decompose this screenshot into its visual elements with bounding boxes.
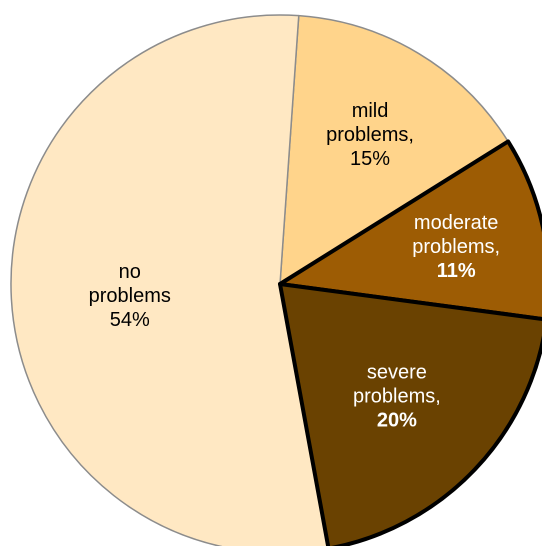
pie-label-line: severe (367, 361, 427, 383)
pie-slice-severe (278, 282, 542, 546)
pie-label-line: problems, (326, 124, 414, 146)
pie-slice-mild (279, 14, 509, 285)
pie-label-mild: mild problems, 15% (326, 100, 414, 170)
pie-label-line: mild (352, 100, 389, 122)
pie-slices (10, 14, 542, 546)
pie-label-severe: severe problems, 20% (353, 361, 441, 431)
pie-label-line: problems (89, 285, 171, 307)
pie-label-none: no problems 54% (89, 261, 171, 331)
pie-label-line: moderate (414, 212, 499, 234)
pie-label-line: problems, (353, 385, 441, 407)
pie-label-moderate: moderate problems, 11% (412, 212, 500, 282)
pie-label-line: problems, (412, 236, 500, 258)
pie-label-line: 20% (377, 409, 417, 431)
pie-slice-moderate (278, 139, 542, 321)
pie-label-line: 15% (350, 148, 390, 170)
pie-labels: mild problems, 15%moderate problems, 11%seve… (89, 100, 500, 431)
pie-slice-none (10, 14, 329, 546)
pie-label-line: 54% (110, 309, 150, 331)
pie-label-line: 11% (437, 260, 476, 282)
pie-label-line: no (119, 261, 141, 283)
